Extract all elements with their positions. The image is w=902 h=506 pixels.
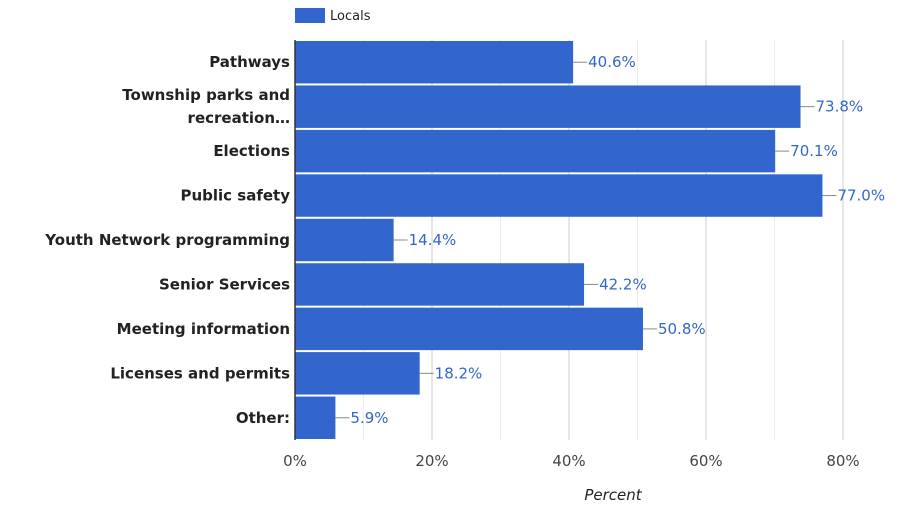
category-labels: Pathways Township parks and recreation… Ele… xyxy=(44,53,290,427)
data-label-leaders xyxy=(335,61,837,419)
category-label-licenses-and-permits: Licenses and permits xyxy=(110,364,290,382)
data-label-youth-network-programming: 14.4% xyxy=(409,231,457,249)
x-tick-label-0: 0% xyxy=(283,452,307,470)
data-labels: 40.6% 73.8% 70.1% 77.0% 14.4% 42.2% 50.8% 18.2%… xyxy=(350,53,885,427)
x-tick-label-60: 60% xyxy=(689,452,722,470)
category-label-senior-services: Senior Services xyxy=(159,275,290,293)
category-label-township-parks-and-recreation-line-2: recreation… xyxy=(188,109,290,127)
bar-youth-network-programming xyxy=(295,218,394,262)
bar-meeting-information xyxy=(295,307,643,351)
x-tick-label-40: 40% xyxy=(552,452,585,470)
category-label-elections: Elections xyxy=(213,142,290,160)
data-label-licenses-and-permits: 18.2% xyxy=(435,364,483,382)
legend: Locals xyxy=(295,8,371,24)
category-label-other: Other: xyxy=(236,409,290,427)
category-label-public-safety: Public safety xyxy=(180,187,290,205)
data-label-elections: 70.1% xyxy=(790,142,838,160)
data-label-meeting-information: 50.8% xyxy=(658,320,706,338)
bar-public-safety xyxy=(295,174,823,217)
data-label-senior-services: 42.2% xyxy=(599,275,647,293)
data-label-public-safety: 77.0% xyxy=(837,187,885,205)
bar-pathways xyxy=(295,41,574,84)
bar-senior-services xyxy=(295,263,585,306)
category-label-youth-network-programming: Youth Network programming xyxy=(44,231,290,249)
x-tick-label-80: 80% xyxy=(826,452,859,470)
x-axis-title: Percent xyxy=(584,486,642,504)
data-label-other: 5.9% xyxy=(350,409,388,427)
bar-other xyxy=(295,396,336,439)
legend-swatch-locals xyxy=(295,8,325,23)
category-label-meeting-information: Meeting information xyxy=(117,320,290,338)
bars xyxy=(295,41,823,439)
x-tick-labels: 0% 20% 40% 60% 80% xyxy=(283,452,860,470)
bar-elections xyxy=(295,129,776,173)
category-label-pathways: Pathways xyxy=(209,53,290,71)
data-label-pathways: 40.6% xyxy=(588,53,636,71)
category-label-township-parks-and-recreation-line-1: Township parks and xyxy=(122,86,290,104)
bar-township-parks-and-recreation xyxy=(295,85,801,128)
legend-label-locals: Locals xyxy=(330,9,371,24)
bar-licenses-and-permits xyxy=(295,352,420,395)
x-tick-label-20: 20% xyxy=(415,452,448,470)
data-label-township-parks-and-recreation: 73.8% xyxy=(816,98,864,116)
